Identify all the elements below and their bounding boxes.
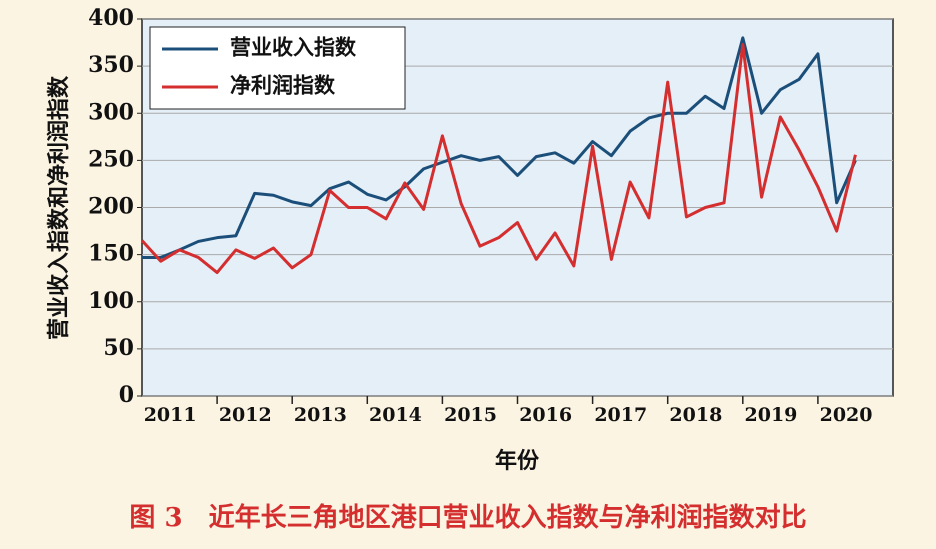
y-tick-label: 100 [88,288,134,314]
y-tick-label: 150 [88,241,134,267]
x-tick-label: 2016 [519,404,572,426]
x-axis-label: 年份 [495,448,540,474]
line-series [140,42,857,275]
chart-title: 图 3 近年长三角地区港口营业收入指数与净利润指数对比 [129,502,806,533]
legend-label: 净利润指数 [230,73,336,98]
y-tick-label: 0 [119,382,134,408]
y-tick-label: 50 [103,335,134,361]
line-series [142,36,857,259]
y-tick-label: 300 [88,99,134,125]
x-tick-label: 2018 [669,404,722,426]
y-tick-label: 250 [88,146,134,172]
legend-label: 营业收入指数 [230,35,357,60]
x-tick-label: 2015 [444,404,497,426]
x-tick-label: 2020 [820,404,873,426]
y-tick-label: 200 [88,194,134,220]
x-tick-label: 2011 [144,404,197,426]
x-tick-label: 2019 [745,404,798,426]
x-tick-label: 2012 [219,404,272,426]
legend-box [149,26,406,110]
x-tick-label: 2017 [594,404,647,426]
y-axis-label: 营业收入指数和净利润指数 [46,75,72,340]
y-tick-label: 350 [88,52,134,78]
x-tick-label: 2013 [294,404,347,426]
y-tick-label: 400 [88,5,134,31]
x-tick-label: 2014 [369,404,422,426]
